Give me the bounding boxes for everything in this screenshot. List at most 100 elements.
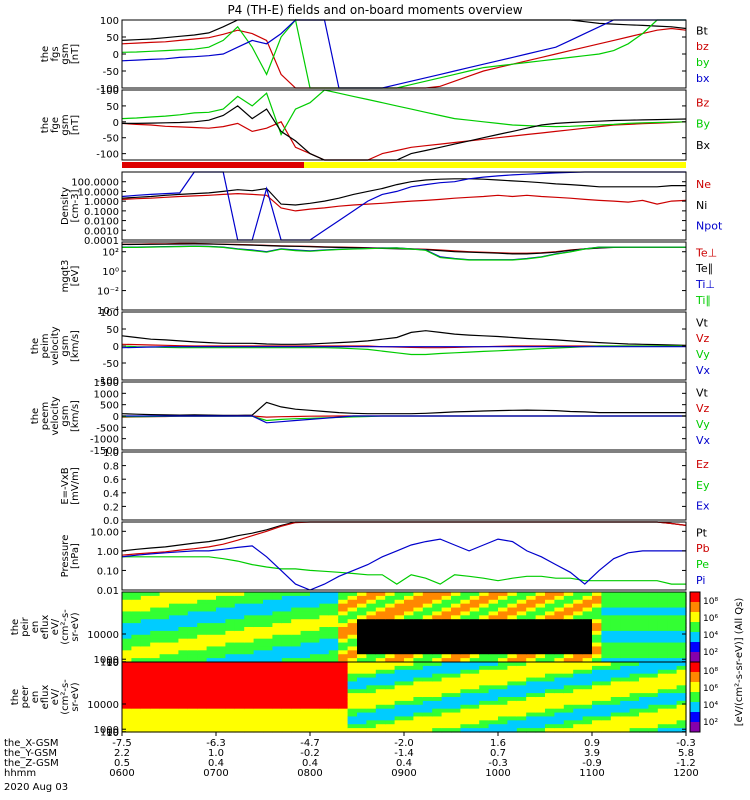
heatmap-cell xyxy=(498,662,508,667)
heatmap-cell xyxy=(375,646,386,651)
heatmap-cell xyxy=(498,677,508,683)
heatmap-cell xyxy=(601,665,612,671)
heatmap-cell xyxy=(573,619,584,624)
heatmap-cell xyxy=(310,658,320,663)
heatmap-cell xyxy=(441,716,452,721)
heatmap-cell xyxy=(516,685,527,690)
heatmap-cell xyxy=(573,681,584,686)
heatmap-cell xyxy=(272,592,283,597)
heatmap-cell xyxy=(573,638,584,644)
heatmap-cell xyxy=(563,630,574,636)
heatmap-cell xyxy=(338,728,349,733)
heatmap-cell xyxy=(441,634,452,640)
y-tick-label: 10⁰ xyxy=(102,267,119,278)
heatmap-cell xyxy=(498,685,508,690)
heatmap-cell xyxy=(357,712,367,718)
heatmap-cell xyxy=(639,669,649,675)
heatmap-cell xyxy=(300,712,311,718)
heatmap-cell xyxy=(507,689,518,694)
heatmap-cell xyxy=(441,673,452,679)
heatmap-cell xyxy=(639,708,649,714)
heatmap-cell xyxy=(432,654,443,659)
heatmap-cell xyxy=(140,630,151,636)
x-axis-value: 1200 xyxy=(673,768,698,779)
heatmap-cell xyxy=(610,646,621,651)
heatmap-cell xyxy=(432,673,443,679)
heatmap-cell xyxy=(404,615,414,620)
heatmap-cell xyxy=(469,634,480,640)
heatmap-cell xyxy=(610,599,621,605)
heatmap-cell xyxy=(451,615,461,620)
heatmap-cell xyxy=(507,700,518,706)
heatmap-cell xyxy=(216,697,226,702)
heatmap-cell xyxy=(216,685,226,690)
heatmap-cell xyxy=(319,654,330,659)
heatmap-cell xyxy=(122,700,132,706)
heatmap-cell xyxy=(122,638,132,644)
legend-pressure-Pi: Pi xyxy=(696,574,705,587)
heatmap-cell xyxy=(197,681,208,686)
heatmap-cell xyxy=(507,697,518,702)
heatmap-cell xyxy=(159,607,170,613)
heatmap-cell xyxy=(338,724,349,729)
heatmap-cell xyxy=(131,638,142,644)
heatmap-cell xyxy=(535,689,546,694)
heatmap-cell xyxy=(244,619,255,624)
heatmap-cell xyxy=(159,720,170,725)
heatmap-cell xyxy=(479,677,490,683)
heatmap-cell xyxy=(620,611,631,616)
heatmap-cell xyxy=(159,630,170,636)
heatmap-cell xyxy=(281,619,292,624)
y-tick-label: 50 xyxy=(106,102,119,113)
heatmap-cell xyxy=(291,603,302,609)
heatmap-cell xyxy=(620,681,631,686)
heatmap-cell xyxy=(187,634,198,640)
heatmap-cell xyxy=(629,704,640,710)
heatmap-cell xyxy=(281,623,292,628)
heatmap-cell xyxy=(244,607,255,613)
heatmap-cell xyxy=(131,697,142,702)
heatmap-cell xyxy=(225,638,236,644)
heatmap-cell xyxy=(526,677,537,683)
heatmap-cell xyxy=(263,681,273,686)
heatmap-cell xyxy=(657,700,668,706)
heatmap-cell xyxy=(526,681,537,686)
heatmap-cell xyxy=(328,685,339,690)
heatmap-cell xyxy=(667,712,678,718)
heatmap-cell xyxy=(629,654,640,659)
heatmap-cell xyxy=(629,697,640,702)
heatmap-cell xyxy=(394,654,405,659)
heatmap-cell xyxy=(291,634,302,640)
heatmap-cell xyxy=(197,642,208,648)
heatmap-cell xyxy=(554,697,565,702)
heatmap-cell xyxy=(366,592,377,597)
heatmap-cell xyxy=(234,638,245,644)
colorbar-segment xyxy=(690,702,700,713)
heatmap-cell xyxy=(620,650,631,655)
heatmap-cell xyxy=(516,716,527,721)
heatmap-cell xyxy=(357,697,367,702)
heatmap-cell xyxy=(535,650,546,655)
heatmap-cell xyxy=(479,638,490,644)
heatmap-cell xyxy=(422,685,433,690)
heatmap-cell xyxy=(131,662,142,667)
heatmap-cell xyxy=(263,658,273,663)
heatmap-cell xyxy=(263,708,273,714)
heatmap-cell xyxy=(150,619,161,624)
heatmap-cell xyxy=(582,673,593,679)
heatmap-cell xyxy=(582,615,593,620)
heatmap-cell xyxy=(610,650,621,655)
heatmap-cell xyxy=(347,607,358,613)
legend-peem-velocity-Vt: Vt xyxy=(696,386,709,399)
heatmap-cell xyxy=(573,716,584,721)
heatmap-cell xyxy=(206,700,217,706)
heatmap-cell xyxy=(394,634,405,640)
y-tick-label: -50 xyxy=(103,134,119,145)
heatmap-cell xyxy=(281,630,292,636)
heatmap-cell xyxy=(432,658,443,663)
heatmap-cell xyxy=(140,677,151,683)
heatmap-cell xyxy=(263,619,273,624)
heatmap-cell xyxy=(516,720,527,725)
heatmap-cell xyxy=(582,689,593,694)
x-axis-value: 3.9 xyxy=(584,748,600,759)
